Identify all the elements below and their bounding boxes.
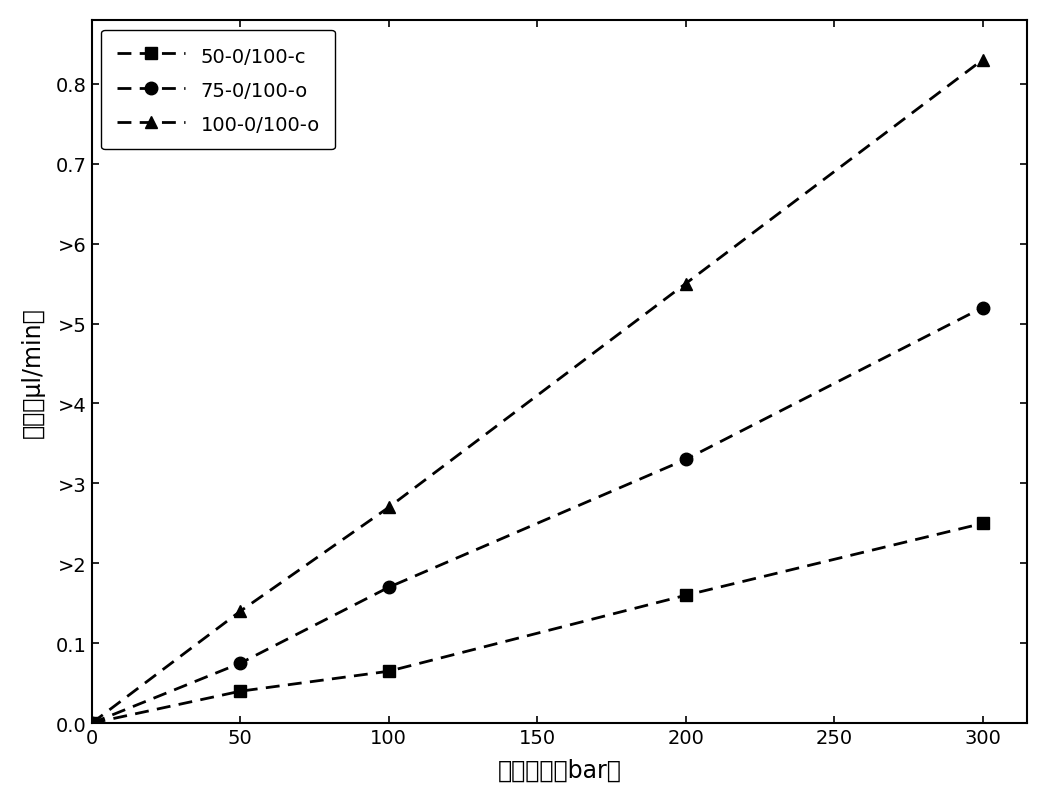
100-0/100-o bbox=[234, 607, 246, 617]
50-0/100-c bbox=[977, 519, 989, 528]
75-0/100-o bbox=[234, 658, 246, 668]
50-0/100-c bbox=[85, 719, 97, 728]
50-0/100-c bbox=[383, 666, 395, 676]
Line: 100-0/100-o: 100-0/100-o bbox=[86, 55, 989, 730]
100-0/100-o bbox=[85, 719, 97, 728]
75-0/100-o bbox=[383, 583, 395, 593]
Line: 75-0/100-o: 75-0/100-o bbox=[86, 302, 989, 730]
Y-axis label: 流速（μl/min）: 流速（μl/min） bbox=[21, 307, 45, 438]
Line: 50-0/100-c: 50-0/100-c bbox=[86, 517, 989, 730]
75-0/100-o bbox=[85, 719, 97, 728]
100-0/100-o bbox=[383, 503, 395, 512]
75-0/100-o bbox=[977, 304, 989, 313]
75-0/100-o bbox=[679, 455, 692, 465]
100-0/100-o bbox=[977, 56, 989, 66]
50-0/100-c bbox=[234, 687, 246, 696]
100-0/100-o bbox=[679, 279, 692, 289]
X-axis label: 施加压力（bar）: 施加压力（bar） bbox=[498, 758, 621, 782]
Legend: 50-0/100-c, 75-0/100-o, 100-0/100-o: 50-0/100-c, 75-0/100-o, 100-0/100-o bbox=[102, 31, 335, 150]
50-0/100-c bbox=[679, 591, 692, 601]
